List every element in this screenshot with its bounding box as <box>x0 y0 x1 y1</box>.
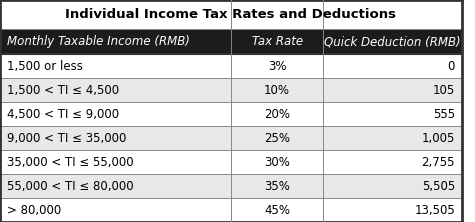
Text: 20%: 20% <box>264 108 290 121</box>
FancyBboxPatch shape <box>0 174 231 198</box>
Text: 0: 0 <box>447 60 455 73</box>
Text: Individual Income Tax Rates and Deductions: Individual Income Tax Rates and Deductio… <box>66 8 397 21</box>
FancyBboxPatch shape <box>231 126 323 150</box>
FancyBboxPatch shape <box>0 198 231 222</box>
FancyBboxPatch shape <box>323 126 462 150</box>
FancyBboxPatch shape <box>0 54 231 78</box>
Text: Monthly Taxable Income (RMB): Monthly Taxable Income (RMB) <box>7 35 190 48</box>
FancyBboxPatch shape <box>323 198 462 222</box>
Text: 10%: 10% <box>264 84 290 97</box>
FancyBboxPatch shape <box>231 174 323 198</box>
Text: 5,505: 5,505 <box>422 180 455 192</box>
FancyBboxPatch shape <box>0 150 231 174</box>
FancyBboxPatch shape <box>0 29 231 54</box>
FancyBboxPatch shape <box>323 54 462 78</box>
FancyBboxPatch shape <box>231 54 323 78</box>
Text: 1,500 or less: 1,500 or less <box>7 60 83 73</box>
Text: 555: 555 <box>433 108 455 121</box>
Text: 25%: 25% <box>264 132 290 145</box>
Text: 30%: 30% <box>264 156 290 169</box>
Text: 35,000 < TI ≤ 55,000: 35,000 < TI ≤ 55,000 <box>7 156 133 169</box>
FancyBboxPatch shape <box>323 102 462 126</box>
FancyBboxPatch shape <box>323 150 462 174</box>
FancyBboxPatch shape <box>323 78 462 102</box>
FancyBboxPatch shape <box>231 150 323 174</box>
Text: 9,000 < TI ≤ 35,000: 9,000 < TI ≤ 35,000 <box>7 132 126 145</box>
FancyBboxPatch shape <box>0 0 462 29</box>
FancyBboxPatch shape <box>0 102 231 126</box>
Text: 105: 105 <box>433 84 455 97</box>
FancyBboxPatch shape <box>231 78 323 102</box>
FancyBboxPatch shape <box>323 29 462 54</box>
Text: 1,500 < TI ≤ 4,500: 1,500 < TI ≤ 4,500 <box>7 84 119 97</box>
FancyBboxPatch shape <box>231 29 323 54</box>
Text: 55,000 < TI ≤ 80,000: 55,000 < TI ≤ 80,000 <box>7 180 133 192</box>
Text: 3%: 3% <box>268 60 286 73</box>
Text: 4,500 < TI ≤ 9,000: 4,500 < TI ≤ 9,000 <box>7 108 119 121</box>
FancyBboxPatch shape <box>0 78 231 102</box>
Text: > 80,000: > 80,000 <box>7 204 61 216</box>
Text: Quick Deduction (RMB): Quick Deduction (RMB) <box>324 35 461 48</box>
Text: Tax Rate: Tax Rate <box>252 35 303 48</box>
Text: 35%: 35% <box>264 180 290 192</box>
FancyBboxPatch shape <box>323 174 462 198</box>
FancyBboxPatch shape <box>231 102 323 126</box>
Text: 1,005: 1,005 <box>422 132 455 145</box>
FancyBboxPatch shape <box>0 126 231 150</box>
FancyBboxPatch shape <box>231 198 323 222</box>
Text: 2,755: 2,755 <box>421 156 455 169</box>
Text: 45%: 45% <box>264 204 290 216</box>
Text: 13,505: 13,505 <box>414 204 455 216</box>
